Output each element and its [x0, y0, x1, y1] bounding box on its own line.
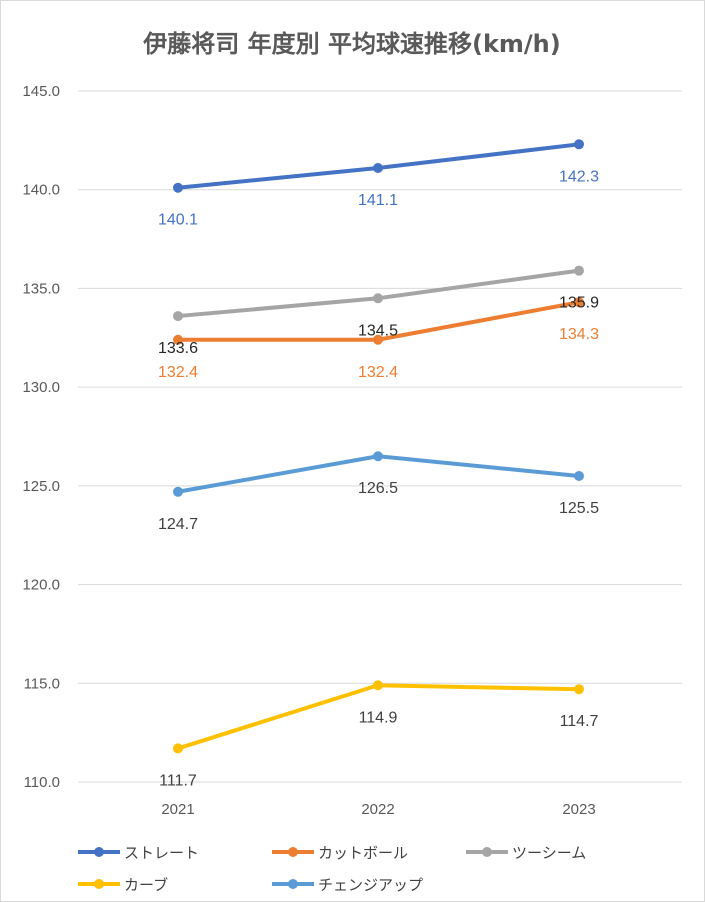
data-point [173, 182, 183, 193]
x-tick-label: 2021 [161, 801, 194, 818]
y-tick-label: 110.0 [24, 774, 60, 791]
chart-title: 伊藤将司 年度別 平均球速推移(km/h) [142, 30, 560, 58]
data-point [574, 684, 584, 695]
data-point [574, 139, 584, 150]
data-label: 141.1 [358, 192, 398, 209]
data-point [574, 297, 584, 308]
data-point [173, 311, 183, 322]
data-label: 134.5 [358, 322, 398, 339]
legend-item: カットボール [272, 844, 408, 862]
legend-item: チェンジアップ [272, 876, 423, 894]
data-label: 142.3 [559, 168, 599, 185]
x-axis-ticks: 2021 2022 2023 [161, 801, 595, 818]
x-tick-label: 2023 [562, 801, 595, 818]
data-label: 124.7 [158, 516, 198, 533]
y-tick-label: 140.0 [22, 182, 60, 199]
legend-swatch-marker [482, 847, 492, 857]
data-label: 132.4 [358, 364, 398, 381]
legend-label: カットボール [318, 844, 408, 862]
data-point [373, 451, 383, 462]
data-point [373, 680, 383, 691]
legend-swatch-marker [94, 847, 104, 857]
legend-label: チェンジアップ [318, 876, 423, 894]
data-label: 126.5 [358, 480, 398, 497]
data-label: 133.6 [158, 340, 198, 357]
data-point [173, 334, 183, 345]
y-tick-label: 125.0 [22, 478, 60, 495]
data-point [173, 486, 183, 497]
y-tick-label: 145.0 [22, 83, 60, 100]
data-label: 125.5 [559, 500, 599, 517]
data-label: 140.1 [158, 212, 198, 229]
data-label: 132.4 [158, 364, 198, 381]
data-labels-group: 140.1 141.1 142.3 132.4 132.4 134.3 133.6 134.5… [158, 168, 599, 789]
legend-swatch-marker [288, 847, 298, 857]
data-label: 134.3 [559, 326, 599, 343]
legend-item: ストレート [78, 844, 199, 862]
data-label: 114.9 [359, 709, 398, 726]
y-axis-ticks: 110.0 115.0 120.0 125.0 130.0 135.0 140.0 145.0 [22, 83, 60, 791]
legend-item: ツーシーム [466, 844, 586, 862]
data-label: 135.9 [559, 295, 599, 312]
legend-label: カーブ [124, 876, 168, 894]
y-tick-label: 115.0 [24, 675, 60, 692]
legend-item: カーブ [78, 876, 168, 894]
y-tick-label: 130.0 [22, 379, 60, 396]
legend-swatch-marker [288, 879, 298, 889]
y-tick-label: 135.0 [22, 280, 60, 297]
legend-label: ツーシーム [512, 844, 586, 862]
data-label: 114.7 [560, 713, 599, 730]
legend-swatch-marker [94, 879, 104, 889]
data-label: 111.7 [159, 772, 197, 789]
y-tick-label: 120.0 [22, 577, 60, 594]
data-point [574, 265, 584, 276]
x-tick-label: 2022 [361, 801, 394, 818]
series-group [173, 139, 584, 754]
legend-label: ストレート [124, 844, 199, 862]
data-point [373, 293, 383, 304]
data-point [574, 470, 584, 481]
gridlines [78, 90, 682, 783]
data-point [173, 743, 183, 754]
data-point [373, 334, 383, 345]
data-point [373, 162, 383, 173]
